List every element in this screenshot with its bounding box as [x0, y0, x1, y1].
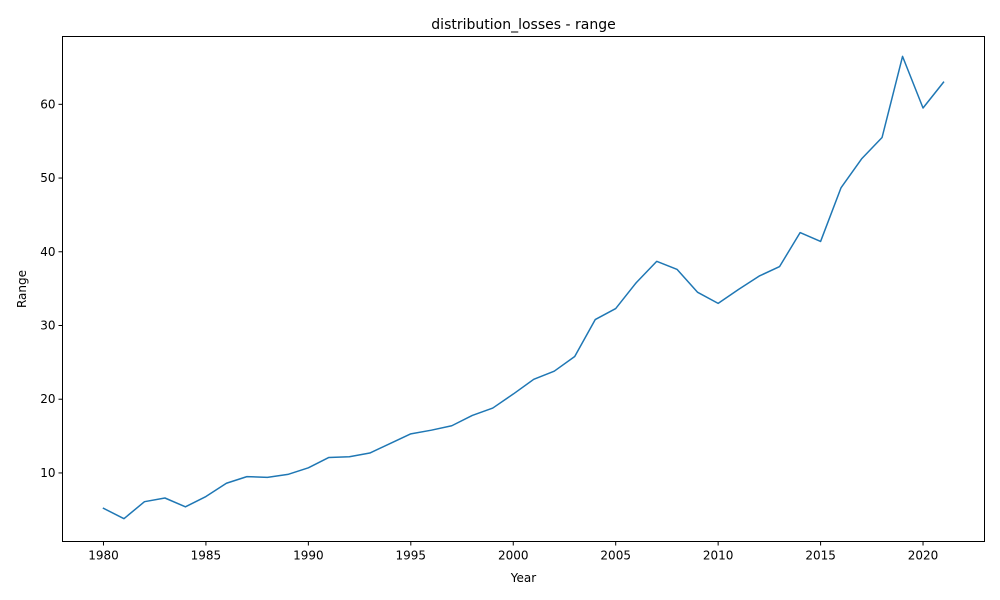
x-axis-ticks: 1980 1985 1990 1995 2000 2005 2010 2015 2020: [88, 541, 939, 563]
x-tick-label: 2020: [908, 549, 939, 563]
x-tick-label: 1995: [396, 549, 427, 563]
x-tick-label: 1990: [293, 549, 324, 563]
y-tick-label: 50: [40, 171, 55, 185]
y-tick-label: 40: [40, 245, 55, 259]
y-axis-label: Range: [15, 270, 29, 308]
series-line-0: [102, 55, 945, 520]
x-axis-label: Year: [510, 571, 536, 585]
y-tick-label: 20: [40, 392, 55, 406]
y-tick-label: 60: [40, 97, 55, 111]
x-tick-label: 2010: [703, 549, 734, 563]
series-layer: [102, 55, 945, 520]
y-axis-ticks: 10 20 30 40 50 60: [40, 97, 63, 480]
x-tick-label: 1980: [88, 549, 119, 563]
x-tick-label: 2015: [805, 549, 836, 563]
y-tick-label: 10: [40, 466, 55, 480]
x-tick-label: 2000: [498, 549, 529, 563]
chart-title: distribution_losses - range: [431, 17, 615, 33]
y-tick-label: 30: [40, 318, 55, 332]
x-tick-label: 1985: [191, 549, 222, 563]
plot-frame: [62, 36, 985, 542]
x-tick-label: 2005: [600, 549, 631, 563]
